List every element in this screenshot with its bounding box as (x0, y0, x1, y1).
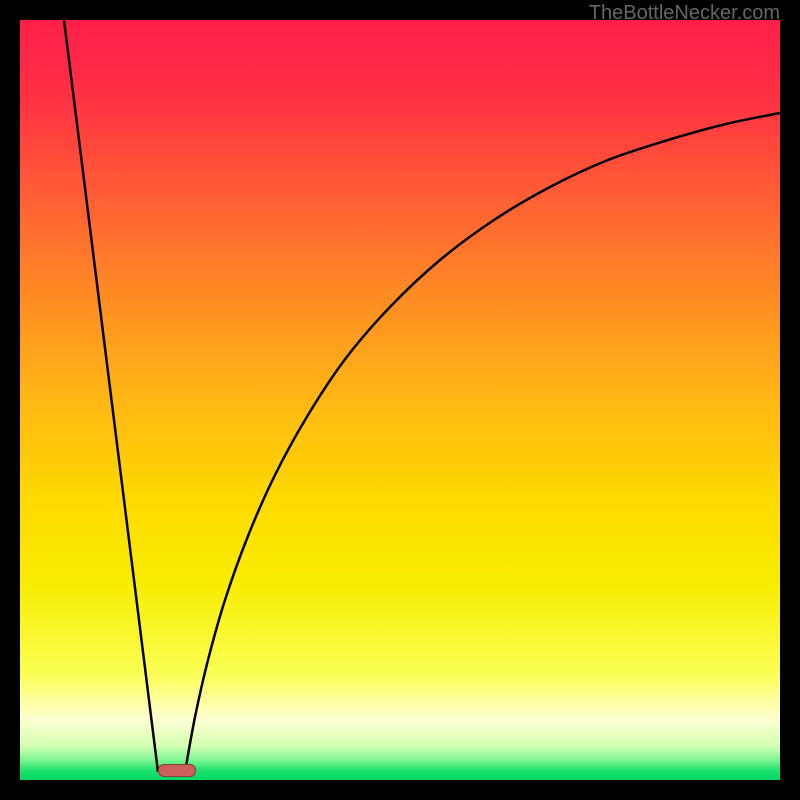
right-rising-curve (185, 113, 780, 772)
chart-frame: TheBottleNecker.com (0, 0, 800, 800)
left-descending-line (64, 20, 158, 772)
plot-area (20, 20, 780, 780)
optimum-marker (158, 764, 196, 777)
curve-overlay (20, 20, 780, 780)
watermark-label: TheBottleNecker.com (589, 2, 780, 25)
